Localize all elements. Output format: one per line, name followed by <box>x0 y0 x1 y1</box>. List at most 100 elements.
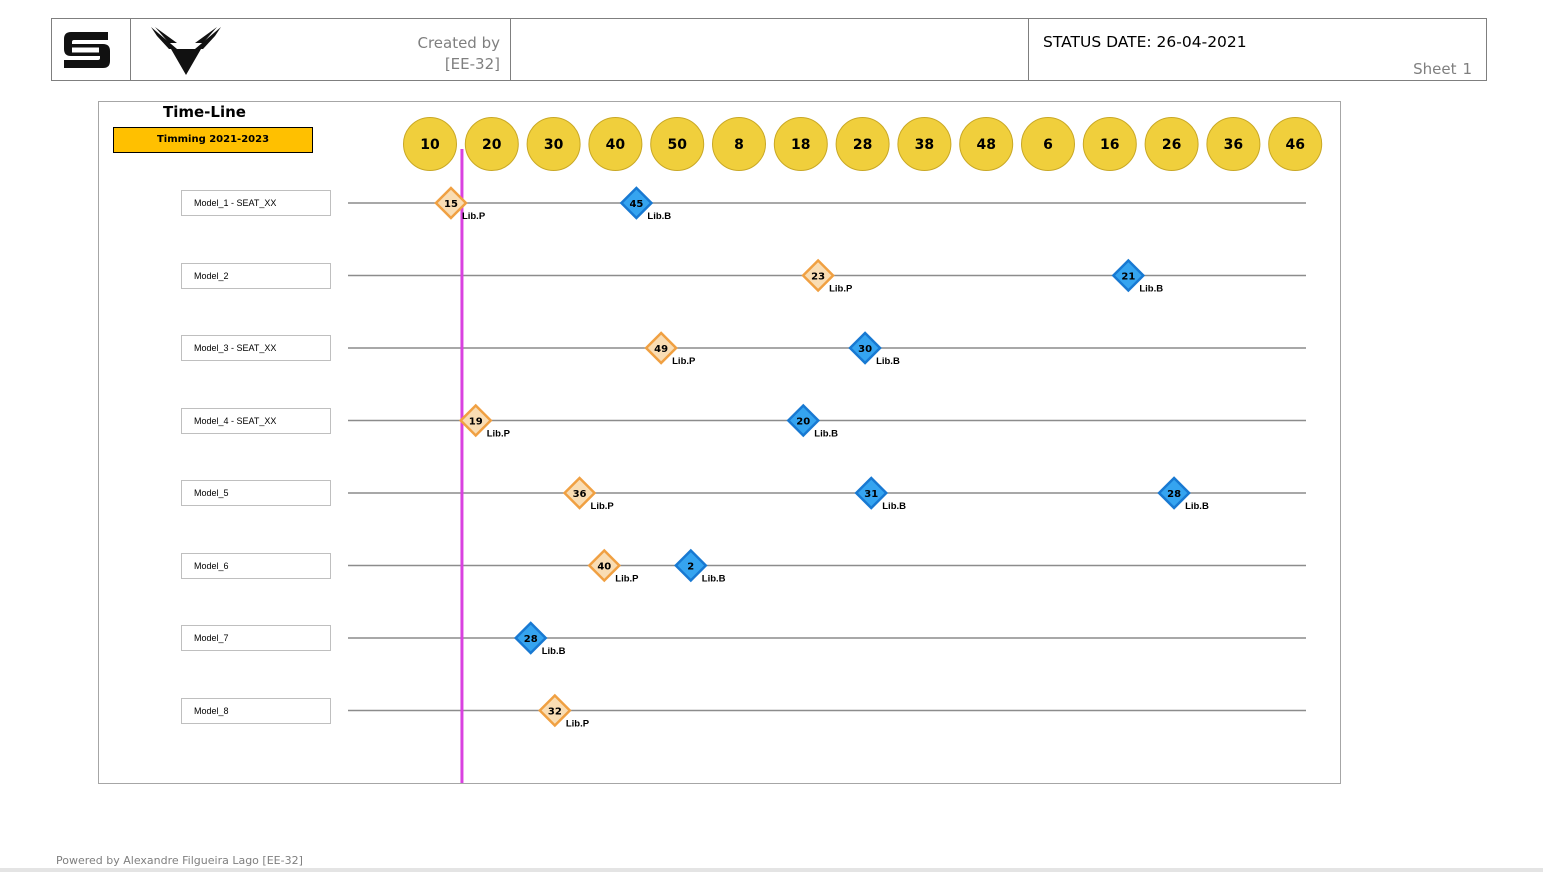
milestone-lib-b-diamond <box>1111 258 1146 293</box>
milestone-lib-b-diamond <box>513 621 548 655</box>
timeline-panel: Time-Line Timming 2021-2023 Model_1 - SE… <box>98 101 1341 784</box>
week-label: 40 <box>606 137 626 153</box>
created-by: Created by [EE-32] <box>417 33 500 75</box>
milestone-week: 45 <box>629 199 643 210</box>
created-by-label: Created by <box>417 34 500 52</box>
milestone-week: 28 <box>524 634 538 645</box>
sheet-indicator: Sheet 1 <box>1413 60 1472 78</box>
powered-by: Powered by Alexandre Filgueira Lago [EE-… <box>56 854 303 867</box>
week-circle-48 <box>959 117 1014 171</box>
cupra-cell: Created by [EE-32] <box>131 19 511 80</box>
milestone-lib-b-diamond <box>674 548 708 583</box>
milestone-lib-b-diamond <box>786 403 821 438</box>
model-label: Model_4 - SEAT_XX <box>181 407 331 434</box>
milestone-type: Lib.B <box>814 429 838 440</box>
milestone-lib-p-diamond <box>587 548 622 583</box>
timeline-chart: 10 20 30 40 50 8 18 28 38 48 6 16 26 36 46 15 Lib.P 45 Lib… <box>348 117 1323 783</box>
sheet-number: 1 <box>1462 60 1472 78</box>
milestone-type: Lib.P <box>672 356 696 367</box>
model-label: Model_3 - SEAT_XX <box>181 335 331 361</box>
milestone-type: Lib.P <box>591 501 615 512</box>
milestone-week: 28 <box>1167 489 1181 500</box>
milestone-lib-b-diamond <box>619 186 654 220</box>
milestone-lib-p-diamond <box>538 693 572 728</box>
week-label: 30 <box>544 137 564 153</box>
milestone-type: Lib.P <box>566 719 590 730</box>
milestone-week: 15 <box>444 199 458 210</box>
milestone-lib-b-diamond <box>848 331 882 365</box>
week-label: 6 <box>1043 137 1053 153</box>
timeline-title: Time-Line <box>163 103 246 121</box>
model-label: Model_2 <box>181 262 331 289</box>
milestone-week: 20 <box>796 417 810 428</box>
milestone-week: 49 <box>654 344 668 355</box>
milestone-type: Lib.B <box>876 356 900 367</box>
milestone-type: Lib.P <box>487 429 511 440</box>
model-label: Model_5 <box>181 480 331 506</box>
milestone-type: Lib.B <box>542 646 566 657</box>
week-label: 26 <box>1162 137 1181 153</box>
seat-logo-icon <box>64 32 110 68</box>
week-circle-50 <box>650 117 705 171</box>
week-circle-36 <box>1206 117 1261 171</box>
milestone-type: Lib.P <box>615 574 639 585</box>
week-label: 10 <box>420 137 440 153</box>
week-label: 16 <box>1100 137 1119 153</box>
milestone-lib-p-diamond <box>801 258 835 293</box>
week-label: 48 <box>976 137 995 153</box>
sheet-label: Sheet <box>1413 60 1457 78</box>
model-label: Model_1 - SEAT_XX <box>181 190 331 216</box>
milestone-week: 2 <box>687 562 694 573</box>
milestone-week: 19 <box>469 417 483 428</box>
milestone-type: Lib.B <box>647 211 671 222</box>
model-label: Model_6 <box>181 552 331 579</box>
milestone-week: 36 <box>573 489 587 500</box>
week-circle-16 <box>1082 117 1137 171</box>
week-circle-38 <box>897 117 952 171</box>
week-circle-40 <box>588 117 643 171</box>
model-label: Model_7 <box>181 625 331 651</box>
week-label: 28 <box>853 137 872 153</box>
created-by-value: [EE-32] <box>444 55 500 73</box>
milestone-week: 30 <box>858 344 872 355</box>
seat-logo-cell <box>52 19 131 80</box>
week-label: 38 <box>915 137 934 153</box>
milestone-lib-p-diamond <box>562 476 597 510</box>
milestone-type: Lib.B <box>1185 501 1209 512</box>
week-circle-6 <box>1021 117 1075 171</box>
week-label: 50 <box>667 137 687 153</box>
milestone-week: 31 <box>864 489 878 500</box>
milestone-week: 32 <box>548 707 562 718</box>
empty-header-cell <box>511 19 1029 80</box>
status-date: STATUS DATE: 26-04-2021 <box>1043 33 1247 51</box>
header-table: Created by [EE-32] STATUS DATE: 26-04-20… <box>51 18 1487 81</box>
week-circle-8 <box>712 117 766 171</box>
milestone-lib-b-diamond <box>1157 476 1191 510</box>
week-circle-20 <box>464 117 519 171</box>
week-circle-46 <box>1268 117 1323 171</box>
milestone-type: Lib.P <box>829 284 853 295</box>
milestone-lib-b-diamond <box>854 476 889 510</box>
week-circle-18 <box>773 117 828 171</box>
timming-badge: Timming 2021-2023 <box>113 127 313 153</box>
week-label: 18 <box>791 137 810 153</box>
milestone-type: Lib.B <box>882 501 906 512</box>
week-label: 46 <box>1285 137 1304 153</box>
milestone-week: 21 <box>1121 272 1135 283</box>
week-circle-26 <box>1144 117 1199 171</box>
week-circle-10 <box>403 117 457 171</box>
model-label: Model_8 <box>181 697 331 724</box>
milestone-lib-p-diamond <box>644 331 678 365</box>
milestone-type: Lib.B <box>702 574 726 585</box>
milestone-type: Lib.B <box>1139 284 1163 295</box>
week-label: 36 <box>1224 137 1243 153</box>
milestone-lib-p-diamond <box>458 403 493 438</box>
milestone-type: Lib.P <box>462 211 486 222</box>
status-cell: STATUS DATE: 26-04-2021 Sheet 1 <box>1029 19 1486 80</box>
week-circle-28 <box>835 117 890 171</box>
cupra-logo-icon <box>151 27 221 75</box>
week-circle-30 <box>526 117 581 171</box>
milestone-lib-p-diamond <box>434 186 468 220</box>
milestone-week: 23 <box>811 272 825 283</box>
week-label: 20 <box>482 137 502 153</box>
